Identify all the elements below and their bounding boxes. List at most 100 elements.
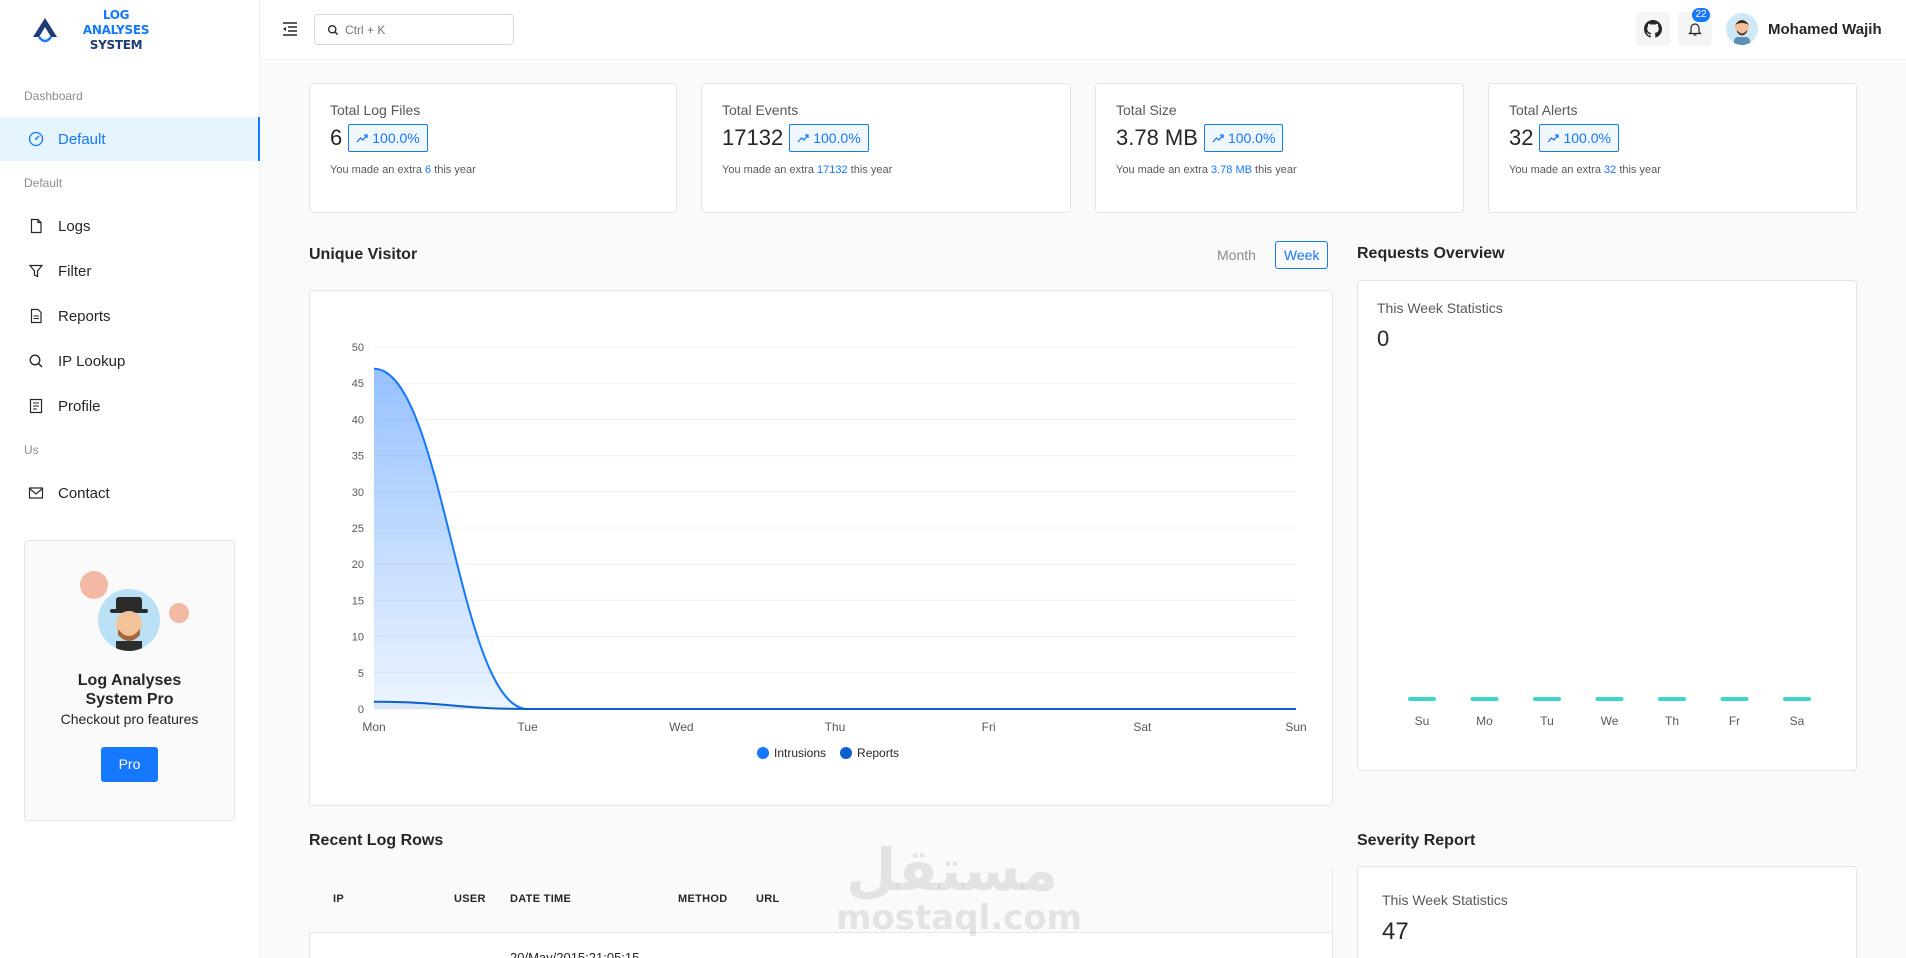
y-tick-label: 40 <box>352 414 364 426</box>
sidebar-item-default[interactable]: Default <box>0 117 260 161</box>
column-header-url[interactable]: URL <box>756 893 780 905</box>
requests-bar-chart: Su Mo Tu We Th Fr Sa <box>1408 697 1811 728</box>
series-line-reports <box>373 700 1296 711</box>
column-header-user[interactable]: USER <box>454 893 486 905</box>
x-tick-label: Fri <box>982 720 996 734</box>
sidebar-item-label: Contact <box>58 484 110 502</box>
stat-card-size: Total Size 3.78 MB 100.0% You made an ex… <box>1095 83 1464 213</box>
stat-value: 6 <box>330 125 343 150</box>
search-icon <box>29 354 43 368</box>
column-header-method[interactable]: METHOD <box>678 893 728 905</box>
severity-report-title: Severity Report <box>1357 832 1476 849</box>
search-box[interactable] <box>314 14 514 45</box>
column-header-date-time[interactable]: DATE TIME <box>510 893 572 905</box>
sidebar-item-contact[interactable]: Contact <box>0 471 260 515</box>
stat-change-value: 100.0% <box>1563 130 1611 146</box>
series-area-reports <box>374 701 1296 709</box>
report-icon <box>30 308 42 324</box>
trend-up-icon <box>1212 134 1224 143</box>
sidebar-item-profile[interactable]: Profile <box>0 384 260 428</box>
bar-mo <box>1470 697 1499 701</box>
y-tick-label: 15 <box>352 595 364 607</box>
top-header: 22 Mohamed Wajih <box>260 0 1906 60</box>
stat-note-suffix: this year <box>850 164 893 176</box>
x-tick-label: Sun <box>1285 720 1306 734</box>
severity-report-panel <box>1357 866 1857 958</box>
x-tick-label: We <box>1601 714 1619 728</box>
group-label-default: Default <box>24 176 63 190</box>
notification-badge: 22 <box>1692 8 1710 22</box>
sidebar-item-label: Logs <box>58 217 91 235</box>
stat-card-events: Total Events 17132 100.0% You made an ex… <box>701 83 1071 213</box>
notification-button[interactable]: 22 <box>1678 8 1712 46</box>
stat-change-badge: 100.0% <box>1203 124 1284 152</box>
stat-title: Total Alerts <box>1509 102 1578 118</box>
stat-note-prefix: You made an extra <box>330 164 422 176</box>
search-input[interactable] <box>345 22 495 37</box>
legend-item-reports[interactable]: Reports <box>840 746 899 760</box>
chart-legend: Intrusions Reports <box>757 746 899 760</box>
sidebar-item-logs[interactable]: Logs <box>0 204 260 248</box>
pro-button[interactable]: Pro <box>101 747 158 782</box>
y-tick-label: 45 <box>352 378 364 390</box>
unique-visitor-title: Unique Visitor <box>309 246 418 263</box>
period-toggle: Month Week <box>1208 241 1329 269</box>
avatar <box>80 571 108 599</box>
sidebar-item-filter[interactable]: Filter <box>0 249 260 293</box>
group-label-us: Us <box>24 443 39 457</box>
dashboard-icon <box>28 131 44 147</box>
sidebar-item-label: Profile <box>58 397 101 415</box>
x-tick-label: Thu <box>825 720 846 734</box>
y-tick-label: 35 <box>352 451 364 463</box>
stat-note: You made an extra 17132 this year <box>722 164 1050 176</box>
sidebar-item-ip-lookup[interactable]: IP Lookup <box>0 339 260 383</box>
stat-change-value: 100.0% <box>372 130 420 146</box>
y-tick-label: 30 <box>352 487 364 499</box>
tab-week[interactable]: Week <box>1274 241 1329 269</box>
x-tick-label: Mon <box>362 720 385 734</box>
requests-overview-panel: Su Mo Tu We Th Fr Sa <box>1357 280 1857 771</box>
stat-note-value: 3.78 MB <box>1211 164 1252 176</box>
github-button[interactable] <box>1636 12 1670 46</box>
stat-value: 3.78 MB <box>1116 125 1198 150</box>
trend-up-icon <box>1547 134 1560 143</box>
stat-note: You made an extra 6 this year <box>330 164 656 176</box>
y-tick-label: 20 <box>352 559 364 571</box>
brand-logo[interactable]: LOG ANALYSES SYSTEM <box>30 8 164 52</box>
pro-subtitle: Checkout pro features <box>60 711 199 727</box>
legend-dot <box>757 747 769 759</box>
legend-item-intrusions[interactable]: Intrusions <box>757 746 826 760</box>
logo-icon <box>33 18 57 43</box>
series-area-intrusions <box>374 368 1296 709</box>
y-tick-label: 5 <box>358 668 364 680</box>
sidebar-item-reports[interactable]: Reports <box>0 294 260 338</box>
x-tick-label: Tue <box>518 720 539 734</box>
menu-fold-icon[interactable] <box>280 19 300 39</box>
recent-logs-title: Recent Log Rows <box>309 832 444 849</box>
severity-subtitle: This Week Statistics <box>1382 892 1508 908</box>
sidebar: LOG ANALYSES SYSTEM Dashboard Default De… <box>0 0 260 958</box>
bar-th <box>1658 697 1686 701</box>
brand-line-2: SYSTEM <box>89 37 143 52</box>
x-tick-label: Wed <box>669 720 693 734</box>
column-header-ip[interactable]: IP <box>333 893 344 905</box>
legend-label: Intrusions <box>774 746 827 760</box>
github-icon <box>1644 20 1662 38</box>
stat-card-log-files: Total Log Files 6 100.0% You made an ext… <box>309 83 677 213</box>
stat-note: You made an extra 32 this year <box>1509 164 1836 176</box>
person-icon <box>1734 20 1750 45</box>
user-menu[interactable]: Mohamed Wajih <box>1726 12 1882 46</box>
requests-value: 0 <box>1377 326 1390 351</box>
tab-month[interactable]: Month <box>1217 247 1256 263</box>
person-icon <box>110 597 148 651</box>
trend-up-icon <box>356 134 368 143</box>
avatar <box>1726 13 1758 45</box>
stat-note-prefix: You made an extra <box>1116 164 1208 176</box>
stat-note-value: 32 <box>1604 164 1617 176</box>
stat-note-value: 6 <box>425 164 432 176</box>
stat-title: Total Events <box>722 102 799 118</box>
legend-dot <box>840 747 853 759</box>
stat-note-prefix: You made an extra <box>722 164 814 176</box>
x-tick-label: Sat <box>1133 720 1152 734</box>
y-tick-label: 25 <box>352 523 364 535</box>
